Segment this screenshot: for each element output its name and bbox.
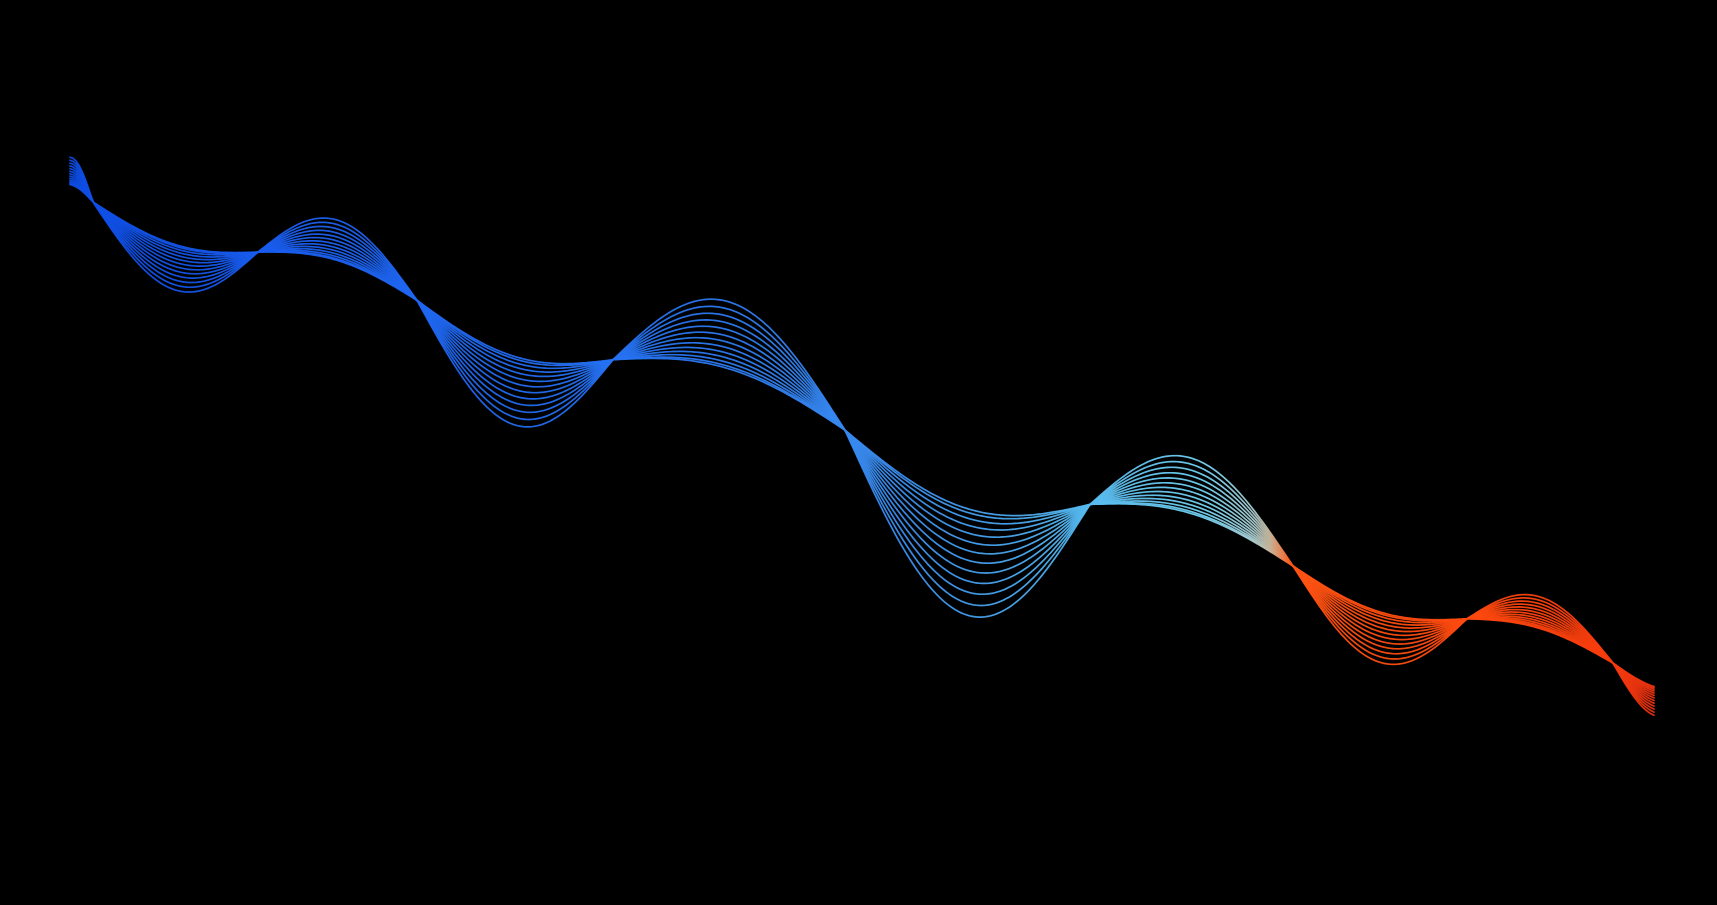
sine-line: [69, 175, 1655, 697]
sine-line: [69, 170, 1655, 702]
sine-line: [69, 156, 1655, 717]
sine-line: [69, 172, 1655, 699]
sine-line: [69, 167, 1655, 705]
sine-line: [69, 182, 1655, 689]
sine-line: [69, 181, 1655, 691]
sine-line: [69, 162, 1655, 710]
sine-line: [69, 177, 1655, 694]
sine-line: [69, 165, 1655, 707]
sine-line-bundle: [69, 156, 1655, 717]
sine-line: [69, 179, 1655, 692]
sine-line: [69, 159, 1655, 713]
